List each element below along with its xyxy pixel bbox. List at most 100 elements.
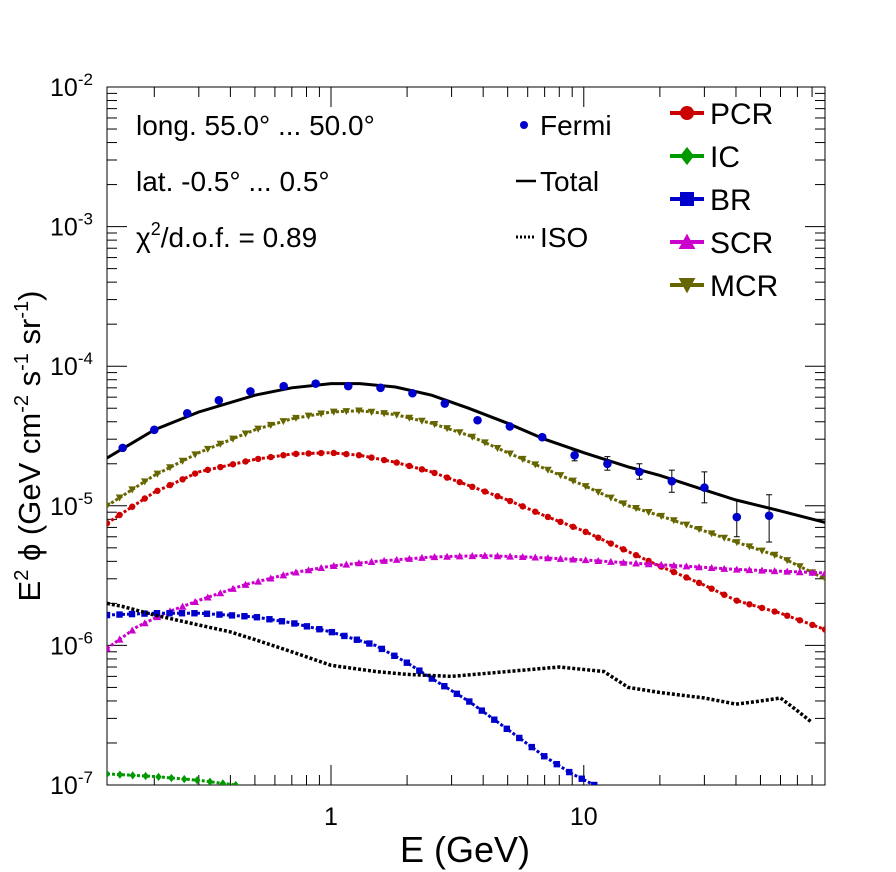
series-br-marker xyxy=(241,613,248,620)
series-pcr-marker xyxy=(280,452,287,459)
series-pcr-marker xyxy=(305,450,312,457)
series-scr-marker xyxy=(695,563,703,571)
fermi-point xyxy=(182,408,192,418)
series-mcr-marker xyxy=(329,408,338,416)
series-mcr-marker xyxy=(178,457,187,465)
series-mcr-marker xyxy=(229,435,237,443)
series-ic-marker xyxy=(181,774,188,784)
series-mcr-marker xyxy=(607,494,615,502)
series-mcr-marker xyxy=(732,539,741,547)
series-scr-marker xyxy=(594,557,603,565)
series-ic-line xyxy=(107,772,236,785)
series-scr-marker xyxy=(644,560,653,568)
series-mcr-marker xyxy=(481,439,489,447)
series-pcr-marker xyxy=(267,453,274,461)
series-mcr-line xyxy=(107,409,825,581)
series-ic-marker xyxy=(206,777,214,785)
series-scr-marker xyxy=(342,560,351,568)
series-scr-marker xyxy=(355,559,363,567)
fermi-point xyxy=(700,483,709,492)
series-pcr-marker xyxy=(607,540,615,547)
series-scr-marker xyxy=(732,565,741,573)
series-mcr-marker xyxy=(657,512,666,520)
series-scr-marker xyxy=(770,567,779,575)
series-mcr-marker xyxy=(581,483,590,491)
series-ic-marker xyxy=(219,779,227,785)
series-mcr-marker xyxy=(770,551,779,559)
series-mcr-marker xyxy=(783,557,792,565)
series-scr-marker xyxy=(203,593,212,601)
series-mcr-marker xyxy=(468,433,477,441)
series-pcr-marker xyxy=(519,503,526,510)
series-mcr-marker xyxy=(745,543,754,551)
series-br-marker xyxy=(266,616,273,623)
series-mcr-marker xyxy=(405,414,414,422)
series-br-marker xyxy=(453,690,461,698)
series-scr-marker xyxy=(392,555,401,563)
series-scr-marker xyxy=(783,567,792,575)
series-scr-marker xyxy=(178,602,187,610)
series-pcr-marker xyxy=(406,462,413,470)
x-tick-label: 1 xyxy=(324,803,338,831)
series-pcr-line xyxy=(107,451,825,631)
series-pcr-marker xyxy=(469,483,476,491)
series-pcr-marker xyxy=(154,487,161,495)
series-scr-marker xyxy=(418,553,426,561)
series-mcr-marker xyxy=(216,440,225,448)
series-pcr-marker xyxy=(784,612,791,619)
series-pcr-marker xyxy=(242,458,249,465)
series-mcr-marker xyxy=(140,478,149,486)
legend-br-marker xyxy=(680,192,694,206)
series-mcr-marker xyxy=(670,517,678,525)
series-br-line xyxy=(107,611,595,785)
series-br-marker xyxy=(441,682,448,690)
series-pcr-marker xyxy=(695,579,703,587)
series-pcr-marker xyxy=(595,534,602,541)
series-scr-marker xyxy=(544,554,552,562)
curves xyxy=(107,382,825,785)
fermi-points xyxy=(118,379,774,543)
series-br-marker xyxy=(116,611,123,618)
fermi-point xyxy=(635,467,644,477)
series-br-marker xyxy=(378,645,386,653)
series-scr-marker xyxy=(216,589,225,597)
series-mcr-marker xyxy=(107,502,111,510)
series-pcr-marker xyxy=(116,511,123,519)
series-pcr-marker xyxy=(217,463,224,471)
annotation-latitude: lat. -0.5° ... 0.5° xyxy=(136,166,330,197)
series-mcr-marker xyxy=(203,445,212,453)
series-br-marker xyxy=(316,626,323,633)
series-scr-marker xyxy=(481,551,489,559)
series-br-marker xyxy=(478,707,486,714)
series-pcr-marker xyxy=(809,621,816,629)
legend-total-label: Total xyxy=(540,166,599,197)
series-br-marker xyxy=(178,610,186,617)
series-mcr-marker xyxy=(241,430,250,438)
series-pcr-marker xyxy=(582,528,589,536)
series-mcr-marker xyxy=(367,408,376,416)
series-mcr-marker xyxy=(632,505,640,513)
series-pcr-marker xyxy=(330,449,337,457)
series-pcr-marker xyxy=(481,488,489,495)
fermi-point xyxy=(570,451,579,460)
series-mcr-marker xyxy=(455,429,464,437)
series-scr-marker xyxy=(569,555,577,563)
series-pcr-marker xyxy=(569,523,577,530)
series-pcr-marker xyxy=(107,520,111,527)
y-tick-label: 10-6 xyxy=(50,628,93,660)
series-pcr-marker xyxy=(632,551,640,559)
series-scr-line xyxy=(107,554,825,650)
series-pcr-marker xyxy=(506,497,514,505)
series-mcr-marker xyxy=(695,525,703,533)
series-scr-marker xyxy=(531,553,540,561)
series-scr-marker xyxy=(304,566,313,574)
series-total-line xyxy=(107,382,825,524)
series-br-marker xyxy=(303,623,311,630)
series-pcr-marker xyxy=(343,450,350,458)
fermi-point xyxy=(732,512,742,522)
series-pcr-marker xyxy=(456,478,463,486)
series-scr-marker xyxy=(455,552,464,560)
series-pcr-marker xyxy=(191,470,199,477)
series-mcr-marker xyxy=(493,444,502,453)
